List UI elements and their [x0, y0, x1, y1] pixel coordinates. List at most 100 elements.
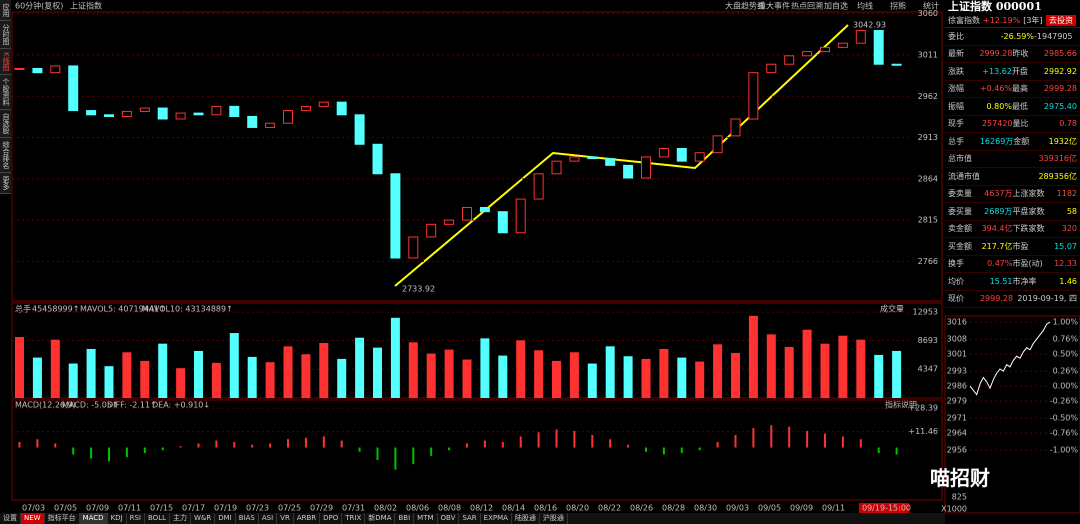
- side-tab[interactable]: 综合排名: [0, 137, 11, 173]
- bar: [731, 352, 740, 398]
- quote-label: 市净率: [1012, 276, 1037, 286]
- bar: [466, 443, 468, 448]
- y-tick-label: 3011: [918, 50, 938, 59]
- tab[interactable]: 主力: [170, 513, 191, 524]
- tab[interactable]: W&R: [191, 513, 216, 524]
- y-tick-label: 2766: [918, 257, 938, 266]
- mini-y2-label: 0.76%: [1053, 335, 1079, 344]
- vol-label[interactable]: 成交量: [880, 304, 904, 314]
- bar: [877, 447, 880, 454]
- quote-value: 4637万: [984, 189, 1013, 199]
- side-tab[interactable]: 个股资料: [0, 74, 11, 110]
- candle: [390, 173, 401, 259]
- side-tab[interactable]: 更多: [0, 172, 11, 194]
- macd-label[interactable]: 指标说明: [885, 400, 917, 410]
- side-tab[interactable]: 自选股: [0, 109, 11, 138]
- quote-panel: 上证指数 000001 徐富指数 +12.19% [3年] 去投资 委比 -26.…: [945, 0, 1080, 316]
- tab[interactable]: BOLL: [145, 513, 170, 524]
- tab[interactable]: VR: [277, 513, 294, 524]
- side-tab[interactable]: K线图: [0, 49, 11, 75]
- bar: [376, 447, 379, 460]
- tool[interactable]: 重大事件: [758, 1, 790, 11]
- tab[interactable]: EXPMA: [481, 513, 512, 524]
- candle: [837, 42, 848, 48]
- candle: [318, 101, 329, 107]
- candle: [551, 160, 562, 175]
- tab[interactable]: OBV: [438, 513, 460, 524]
- tab[interactable]: ARBR: [294, 513, 321, 524]
- tab[interactable]: SAR: [459, 513, 481, 524]
- tool[interactable]: 热点回溯: [791, 1, 823, 11]
- tab[interactable]: BIAS: [236, 513, 259, 524]
- tab[interactable]: RSI: [127, 513, 145, 524]
- bar: [32, 357, 42, 398]
- candle: [265, 122, 276, 128]
- tab[interactable]: BBI: [395, 513, 415, 524]
- tab[interactable]: 陆股通: [512, 513, 540, 524]
- bar: [233, 441, 236, 448]
- quote-value: 320: [1061, 224, 1077, 234]
- quote-row: 涨跌 +13.62 开盘 2992.92: [945, 63, 1080, 81]
- tab[interactable]: DMI: [215, 513, 236, 524]
- date-label: 08/08: [438, 504, 461, 513]
- tab[interactable]: MTM: [414, 513, 438, 524]
- quote-value: 2999.28: [1043, 84, 1077, 94]
- bar: [301, 354, 311, 398]
- fund-row: 徐富指数 +12.19% [3年] 去投资: [945, 13, 1080, 28]
- bar: [229, 333, 239, 398]
- bar: [50, 339, 60, 398]
- side-tab[interactable]: 分时图: [0, 21, 11, 49]
- candle: [802, 51, 813, 57]
- tab[interactable]: KDJ: [108, 513, 127, 524]
- bar: [627, 444, 630, 448]
- candle: [515, 198, 526, 234]
- quote-label: 委比: [948, 31, 964, 41]
- candle: [855, 30, 866, 44]
- candle: [336, 101, 347, 116]
- bar: [677, 357, 687, 398]
- macd-dea: DEA: +0.910↓: [152, 401, 210, 410]
- tab[interactable]: 沪股通: [540, 513, 568, 524]
- candle: [157, 107, 168, 120]
- candle: [50, 65, 61, 74]
- quote-row: 委比 -26.59% -1947905: [945, 28, 1080, 46]
- bar: [680, 447, 683, 454]
- tab[interactable]: 新DMA: [365, 513, 396, 524]
- candle: [121, 110, 132, 117]
- y-tick-label: 2815: [918, 216, 938, 225]
- quote-value: 289356亿: [1038, 171, 1077, 181]
- bar: [408, 342, 418, 398]
- tool[interactable]: 统计: [923, 1, 939, 11]
- side-tab[interactable]: 应用: [0, 0, 11, 21]
- invest-button[interactable]: 去投资: [1046, 14, 1076, 26]
- tab[interactable]: NEW: [21, 513, 45, 524]
- quote-rows: 委比 -26.59% -1947905 最新 2999.28 昨收 2985.66 涨跌 +13…: [945, 28, 1080, 291]
- date-label: 07/15: [150, 504, 173, 513]
- bar: [390, 317, 400, 398]
- bar: [304, 437, 307, 448]
- bar: [54, 443, 57, 448]
- y-tick-label: +11.46: [908, 427, 938, 436]
- candle: [229, 105, 240, 117]
- y-tick-label: +28.39: [908, 404, 938, 413]
- tool[interactable]: 加自选: [824, 1, 848, 11]
- tab[interactable]: TRIX: [342, 513, 366, 524]
- bar: [573, 430, 576, 448]
- quote-value: 257420: [981, 119, 1013, 129]
- tool[interactable]: 均线: [857, 1, 873, 11]
- tab[interactable]: ASI: [259, 513, 278, 524]
- tab[interactable]: DPO: [320, 513, 343, 524]
- tab[interactable]: 设置: [0, 513, 21, 524]
- bar: [140, 360, 150, 398]
- bar: [211, 362, 221, 398]
- bar: [448, 447, 451, 451]
- tab[interactable]: 指标平台: [45, 513, 80, 524]
- bar: [537, 432, 540, 448]
- quote-value: 2999.28: [979, 49, 1013, 59]
- tab[interactable]: MACD: [79, 513, 108, 524]
- tool[interactable]: 大盘趋势线: [725, 1, 765, 11]
- bar: [820, 343, 830, 398]
- bar: [501, 441, 504, 448]
- tool[interactable]: 拐熊: [890, 1, 906, 11]
- fund-name: 徐富指数: [948, 15, 980, 25]
